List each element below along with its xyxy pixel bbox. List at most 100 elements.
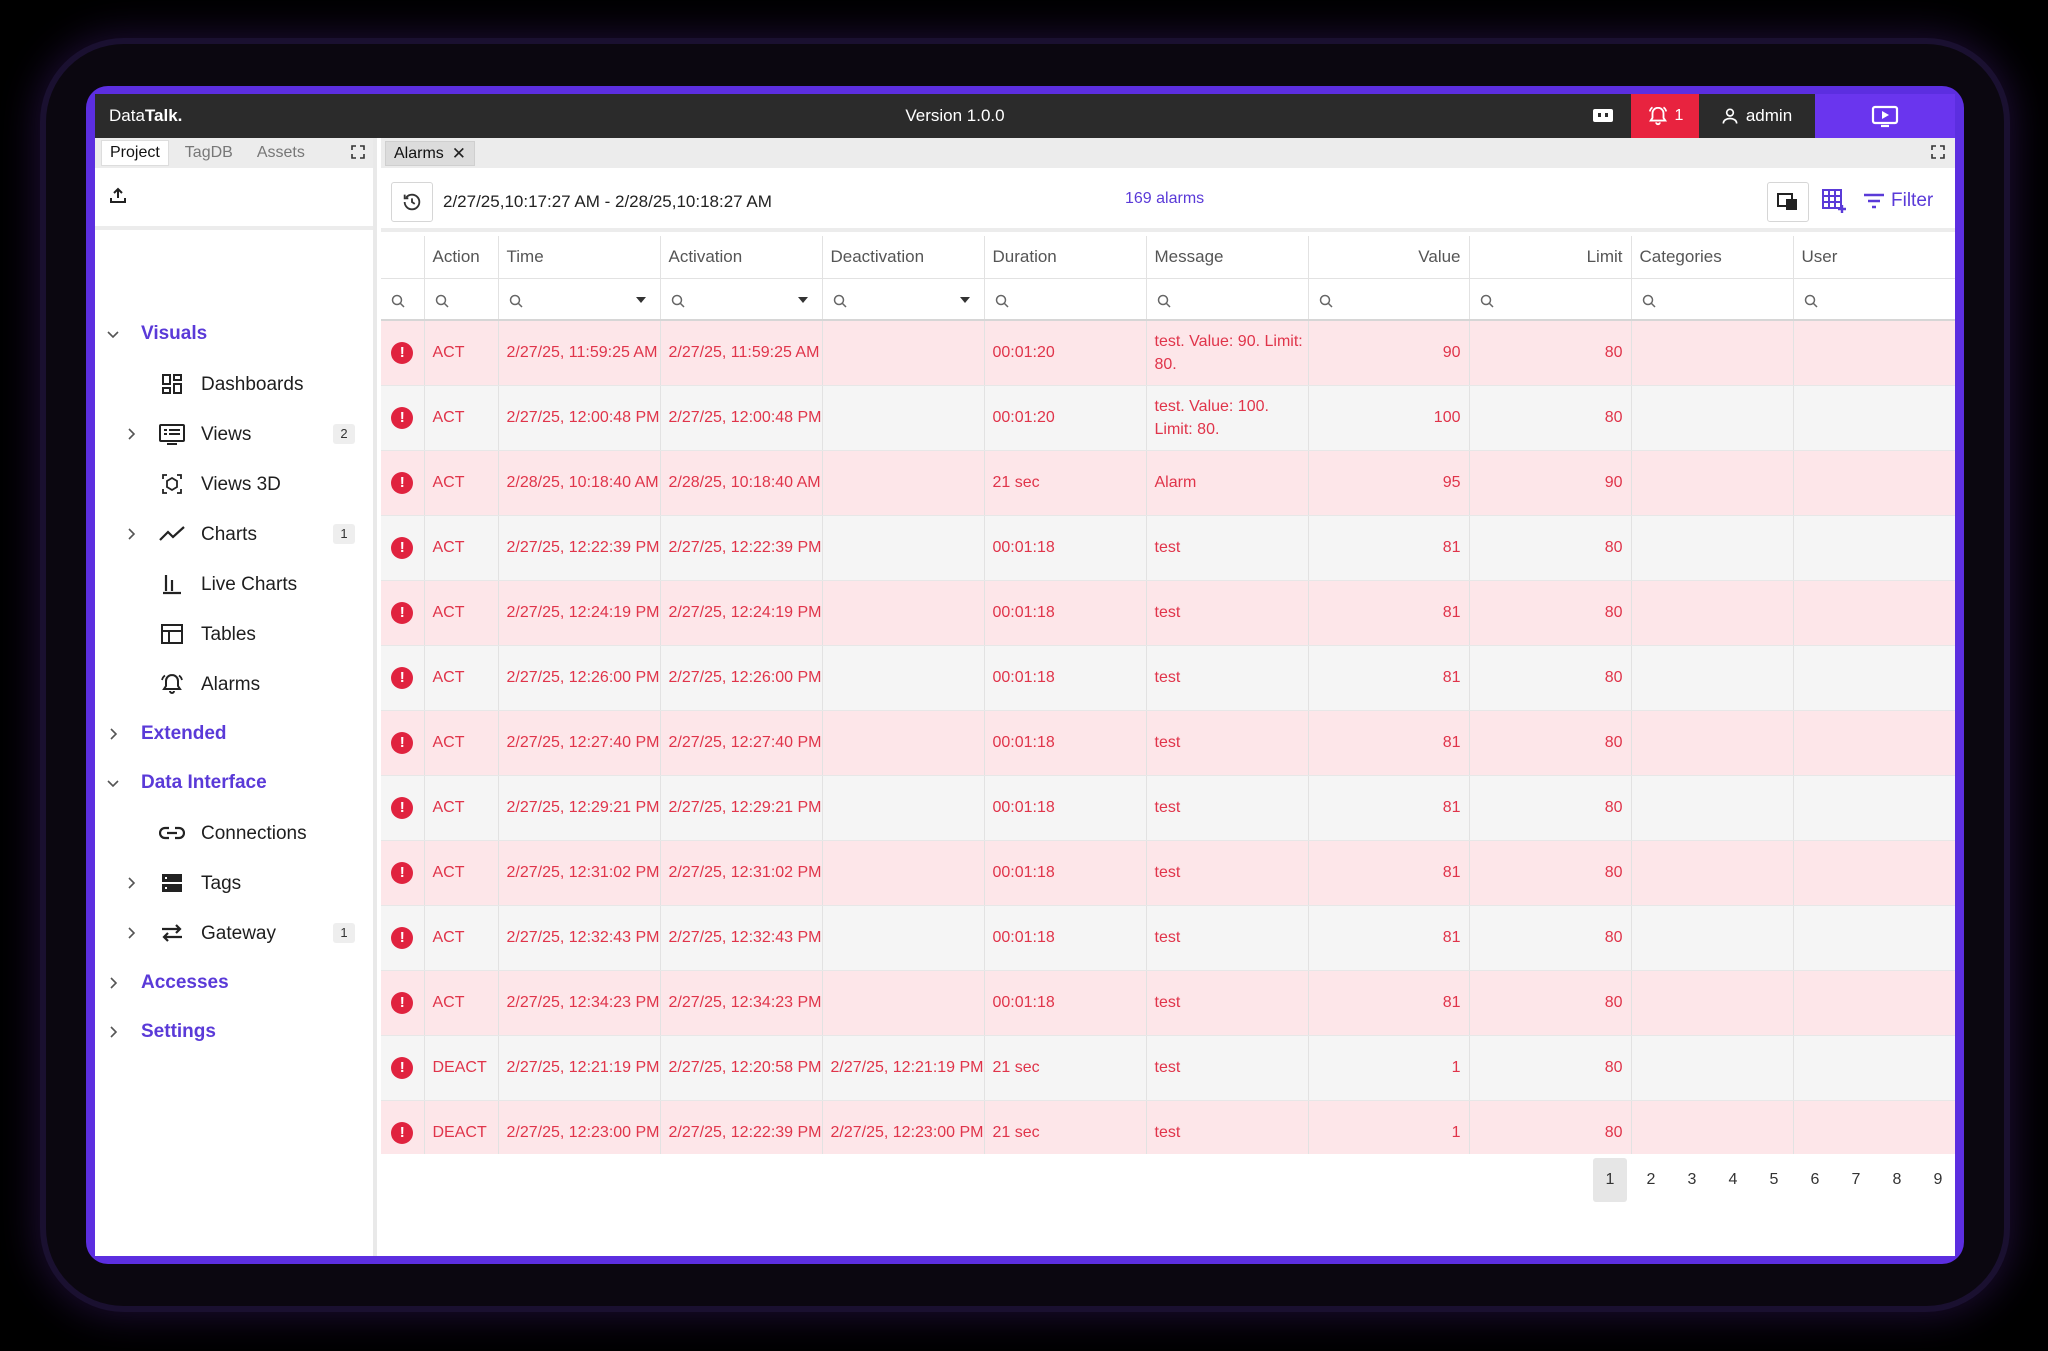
col-header-action[interactable]: Action (424, 236, 499, 279)
dropdown-arrow-icon[interactable] (797, 296, 808, 303)
col-header-deactivation[interactable]: Deactivation (822, 236, 985, 279)
nav-group-data-interface[interactable]: Data Interface (95, 763, 373, 803)
add-table-icon[interactable] (1821, 188, 1847, 219)
tab-project[interactable]: Project (101, 140, 169, 166)
filter-button[interactable]: Filter (1863, 190, 1933, 212)
nav-item-charts[interactable]: Charts 1 (95, 514, 373, 554)
run-mode-button[interactable] (1815, 94, 1955, 138)
filter-cell-action[interactable] (424, 278, 499, 321)
chevron-right-icon (125, 528, 137, 540)
nav-item-tables[interactable]: Tables (95, 614, 373, 654)
nav-group-visuals[interactable]: Visuals (95, 314, 373, 354)
table-row[interactable]: ! ACT 2/27/25, 12:34:23 PM 2/27/25, 12:34:2… (381, 970, 1955, 1036)
cell-time: 2/27/25, 12:32:43 PM (498, 905, 661, 971)
filter-cell-value[interactable] (1308, 278, 1470, 321)
history-button[interactable] (391, 182, 433, 222)
table-row[interactable]: ! ACT 2/27/25, 12:22:39 PM 2/27/25, 12:22:3… (381, 515, 1955, 581)
expand-view-icon[interactable] (1931, 145, 1945, 164)
cell-limit: 80 (1469, 385, 1632, 451)
time-range[interactable]: 2/27/25,10:17:27 AM - 2/28/25,10:18:27 A… (443, 192, 772, 211)
close-icon[interactable]: ✕ (451, 143, 467, 163)
expand-panel-icon[interactable] (351, 145, 365, 159)
table-row[interactable]: ! ACT 2/27/25, 12:31:02 PM 2/27/25, 12:31:0… (381, 840, 1955, 906)
table-row[interactable]: ! DEACT 2/27/25, 12:23:00 PM 2/27/25, 12:22… (381, 1100, 1955, 1154)
nav-group-accesses[interactable]: Accesses (95, 963, 373, 1003)
user-menu-button[interactable]: admin (1699, 94, 1813, 138)
chevron-right-icon (107, 977, 119, 989)
table-row[interactable]: ! ACT 2/27/25, 12:26:00 PM 2/27/25, 12:26:0… (381, 645, 1955, 711)
dropdown-arrow-icon[interactable] (635, 296, 646, 303)
cell-action: ACT (424, 320, 499, 386)
filter-cell-duration[interactable] (984, 278, 1147, 321)
page-button[interactable]: 1 (1593, 1158, 1627, 1202)
col-header-categories[interactable]: Categories (1631, 236, 1794, 279)
nav-item-tags[interactable]: Tags (95, 863, 373, 903)
col-header-time[interactable]: Time (498, 236, 661, 279)
page-button[interactable]: 8 (1892, 1171, 1902, 1188)
table-row[interactable]: ! ACT 2/28/25, 10:18:40 AM 2/28/25, 10:18:4… (381, 450, 1955, 516)
table-row[interactable]: ! ACT 2/27/25, 12:29:21 PM 2/27/25, 12:29:2… (381, 775, 1955, 841)
table-row[interactable]: ! ACT 2/27/25, 12:27:40 PM 2/27/25, 12:27:4… (381, 710, 1955, 776)
nav-item-dashboards[interactable]: Dashboards (95, 364, 373, 404)
cell-deactivation (822, 450, 985, 516)
alert-icon: ! (391, 862, 414, 884)
cell-categories (1631, 710, 1794, 776)
cell-message: Alarm (1146, 450, 1309, 516)
filter-cell-user[interactable] (1793, 278, 1955, 321)
page-button[interactable]: 3 (1687, 1171, 1697, 1188)
cell-duration: 00:01:18 (984, 970, 1147, 1036)
nav-item-gateway[interactable]: Gateway 1 (95, 913, 373, 953)
nav-item-views[interactable]: Views 2 (95, 414, 373, 454)
nav-group-settings[interactable]: Settings (95, 1012, 373, 1052)
col-header-duration[interactable]: Duration (984, 236, 1147, 279)
cell-action: ACT (424, 580, 499, 646)
cell-time: 2/27/25, 12:34:23 PM (498, 970, 661, 1036)
alarm-notification-button[interactable]: 1 (1631, 94, 1699, 138)
col-header-message[interactable]: Message (1146, 236, 1309, 279)
page-button[interactable]: 4 (1728, 1171, 1738, 1188)
cell-action: ACT (424, 710, 499, 776)
table-row[interactable]: ! ACT 2/27/25, 11:59:25 AM 2/27/25, 11:59:2… (381, 320, 1955, 386)
filter-cell-activation[interactable] (660, 278, 823, 321)
nav-item-connections[interactable]: Connections (95, 813, 373, 853)
table-row[interactable]: ! ACT 2/27/25, 12:24:19 PM 2/27/25, 12:24:1… (381, 580, 1955, 646)
tab-alarms[interactable]: Alarms ✕ (385, 141, 476, 166)
search-icon (1319, 294, 1333, 308)
table-row[interactable]: ! ACT 2/27/25, 12:32:43 PM 2/27/25, 12:32:4… (381, 905, 1955, 971)
upload-icon[interactable] (109, 186, 127, 209)
table-row[interactable]: ! ACT 2/27/25, 12:00:48 PM 2/27/25, 12:00:4… (381, 385, 1955, 451)
page-button[interactable]: 5 (1769, 1171, 1779, 1188)
col-header-value[interactable]: Value (1308, 236, 1470, 279)
nav-label: Gateway (201, 923, 276, 944)
display-button[interactable] (1575, 94, 1631, 138)
col-header-activation[interactable]: Activation (660, 236, 823, 279)
page-button[interactable]: 2 (1646, 1171, 1656, 1188)
filter-cell-limit[interactable] (1469, 278, 1632, 321)
page-button[interactable]: 9 (1933, 1171, 1943, 1188)
col-header-limit[interactable]: Limit (1469, 236, 1632, 279)
cell-message: test (1146, 580, 1309, 646)
filter-cell-categories[interactable] (1631, 278, 1794, 321)
tab-tagdb[interactable]: TagDB (184, 144, 233, 161)
table-row[interactable]: ! DEACT 2/27/25, 12:21:19 PM 2/27/25, 12:20… (381, 1035, 1955, 1101)
cell-user (1793, 970, 1955, 1036)
cell-duration: 00:01:20 (984, 385, 1147, 451)
page-button[interactable]: 6 (1810, 1171, 1820, 1188)
cell-duration: 21 sec (984, 450, 1147, 516)
filter-cell-time[interactable] (498, 278, 661, 321)
filter-cell-status[interactable] (381, 278, 425, 321)
nav-group-extended[interactable]: Extended (95, 714, 373, 754)
nav-item-alarms[interactable]: Alarms (95, 664, 373, 704)
cell-activation: 2/27/25, 12:22:39 PM (660, 1100, 823, 1154)
tab-assets[interactable]: Assets (256, 144, 305, 161)
col-header-user[interactable]: User (1793, 236, 1955, 279)
alert-icon: ! (391, 1122, 414, 1144)
split-view-button[interactable] (1767, 182, 1809, 222)
filter-cell-message[interactable] (1146, 278, 1309, 321)
cell-limit: 80 (1469, 710, 1632, 776)
page-button[interactable]: 7 (1851, 1171, 1861, 1188)
filter-cell-deactivation[interactable] (822, 278, 985, 321)
nav-item-views3d[interactable]: Views 3D (95, 464, 373, 504)
dropdown-arrow-icon[interactable] (959, 296, 970, 303)
nav-item-livecharts[interactable]: Live Charts (95, 564, 373, 604)
